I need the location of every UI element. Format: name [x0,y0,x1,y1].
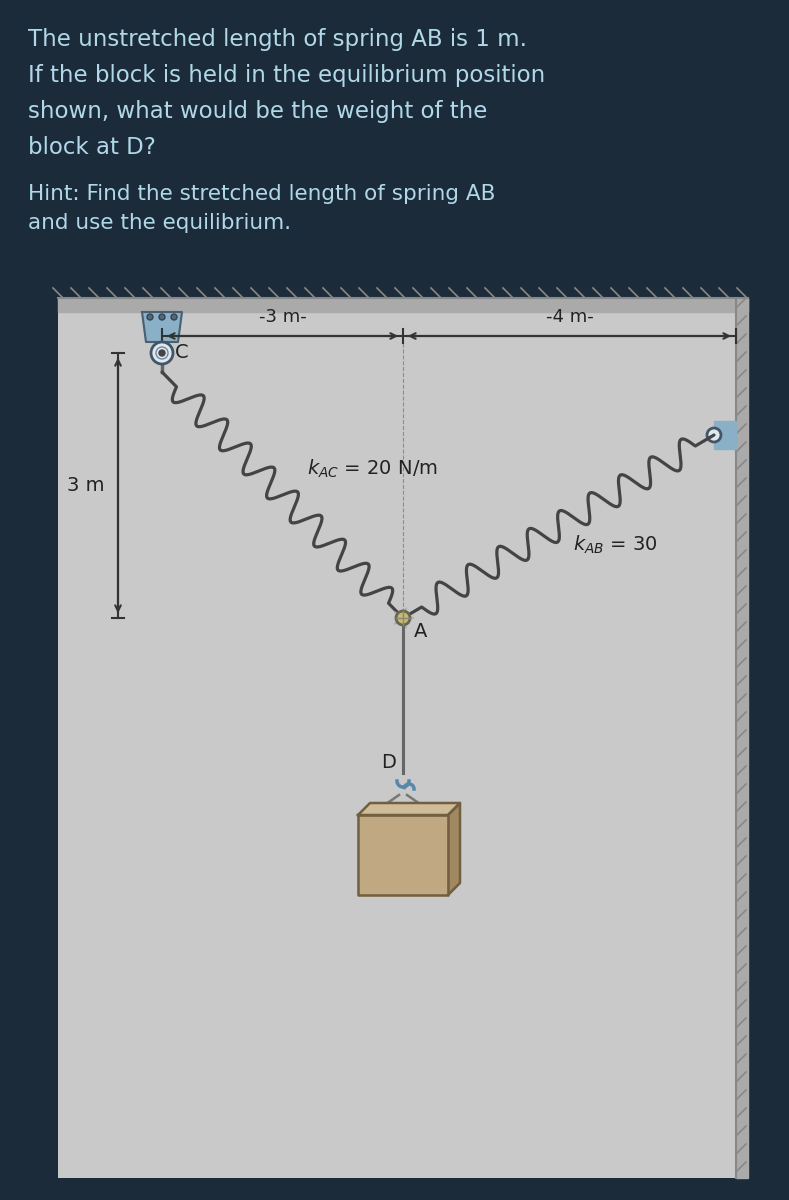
Polygon shape [448,803,460,895]
Text: and use the equilibrium.: and use the equilibrium. [28,214,291,233]
Text: 3 m: 3 m [67,476,105,494]
Text: block at D?: block at D? [28,136,156,158]
Circle shape [159,314,165,320]
Text: If the block is held in the equilibrium position: If the block is held in the equilibrium … [28,64,545,86]
Circle shape [151,342,173,364]
Text: The unstretched length of spring AB is 1 m.: The unstretched length of spring AB is 1… [28,28,527,50]
Bar [58,298,748,1178]
Circle shape [171,314,177,320]
Text: D: D [381,754,396,773]
Text: Hint: Find the stretched length of spring AB: Hint: Find the stretched length of sprin… [28,184,495,204]
Circle shape [396,611,410,625]
Text: A: A [414,622,428,641]
Polygon shape [358,803,460,815]
Circle shape [147,314,153,320]
Polygon shape [358,815,448,895]
Circle shape [707,428,721,442]
Polygon shape [736,298,748,1178]
Text: -4 m-: -4 m- [546,308,593,326]
Text: -3 m-: -3 m- [259,308,306,326]
Text: $k_{AB}$ = 30: $k_{AB}$ = 30 [574,533,658,556]
Polygon shape [58,298,748,312]
Polygon shape [714,421,736,449]
Text: C: C [175,343,189,362]
Circle shape [159,350,165,356]
Polygon shape [142,312,182,342]
Text: $k_{AC}$ = 20 N/m: $k_{AC}$ = 20 N/m [308,458,439,480]
Text: shown, what would be the weight of the: shown, what would be the weight of the [28,100,488,122]
